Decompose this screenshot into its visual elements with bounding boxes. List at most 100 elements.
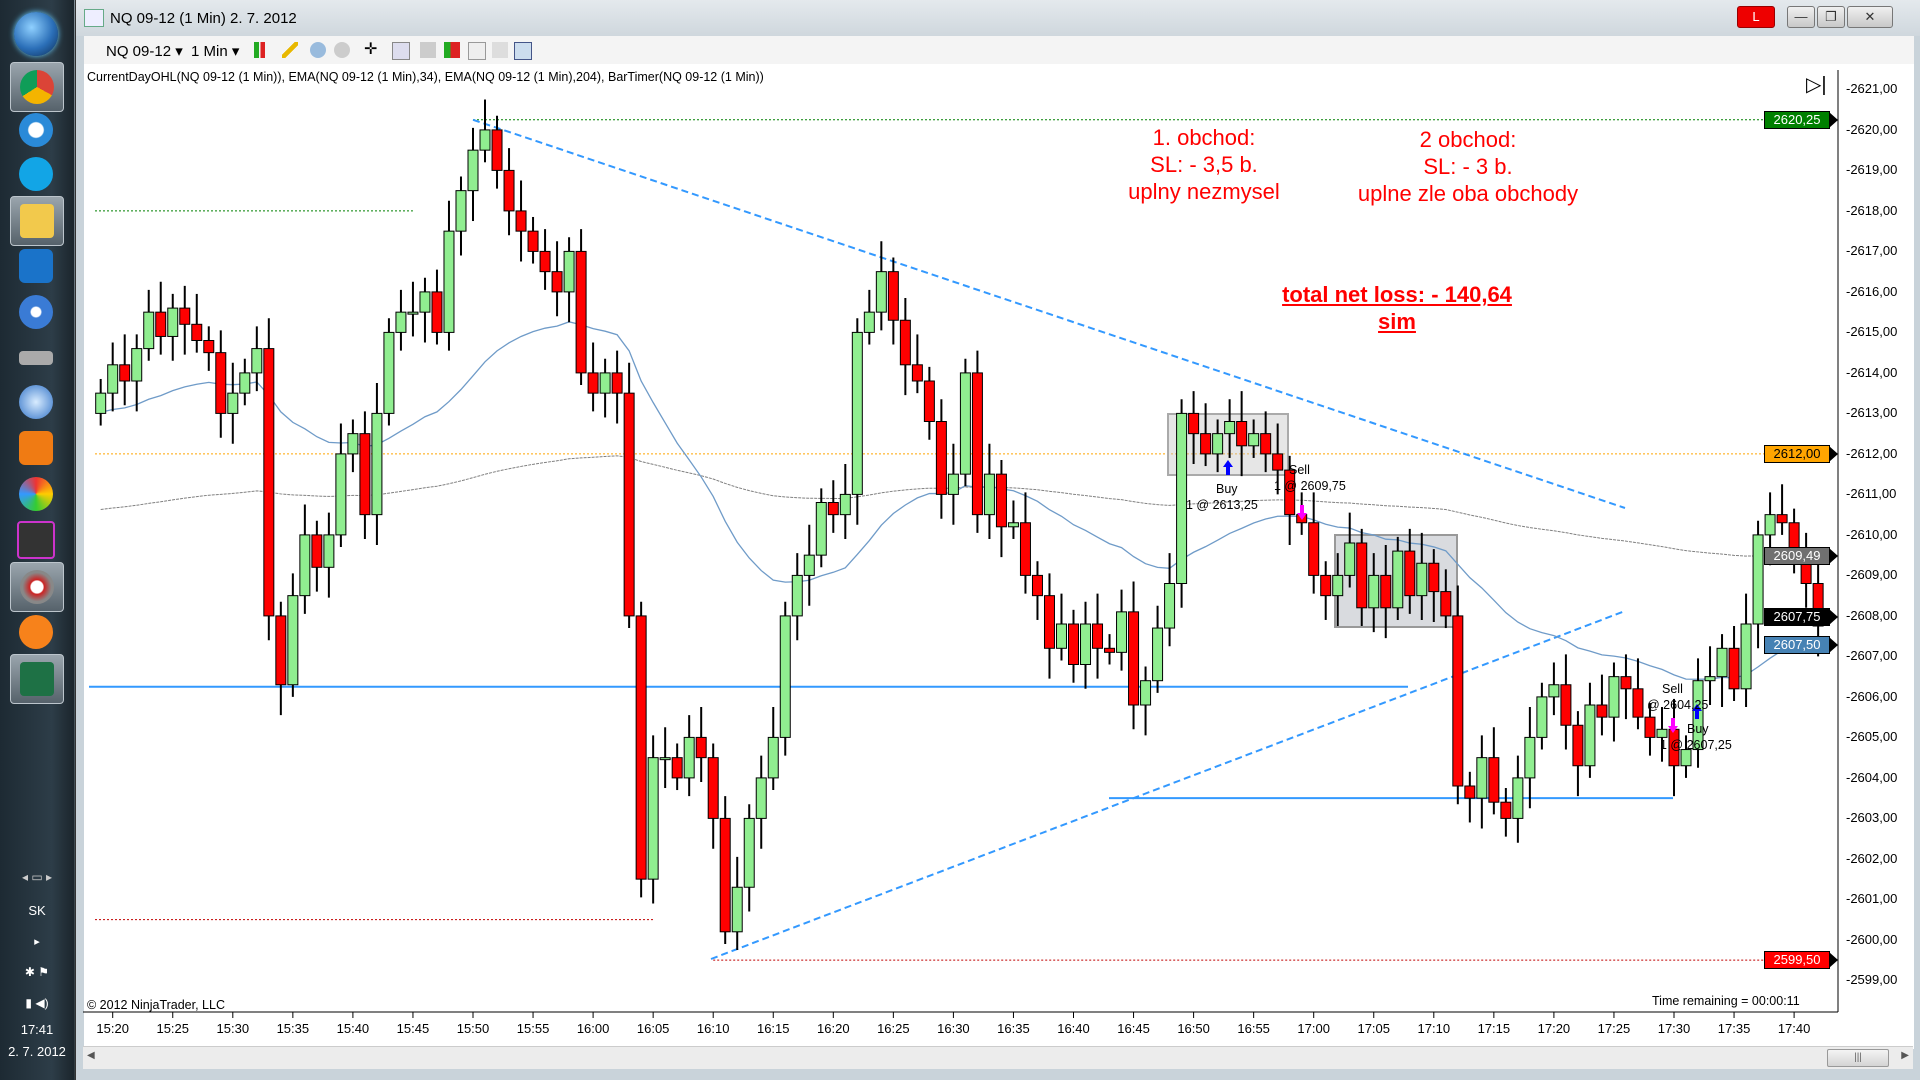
language-indicator[interactable]: SK	[28, 903, 46, 918]
thunderbird-icon[interactable]	[10, 378, 62, 426]
candle-body	[971, 372, 983, 516]
time-tick-label: 15:55	[516, 1021, 550, 1036]
candle-body	[251, 348, 263, 374]
candle-body	[239, 372, 251, 394]
file-explorer-icon[interactable]	[10, 196, 64, 246]
zoom-out-icon[interactable]	[334, 42, 350, 58]
candle-body	[1200, 433, 1212, 455]
candle-body	[1764, 514, 1776, 536]
price-tick-label: -2605,00	[1846, 729, 1898, 745]
candle-body	[1212, 433, 1224, 455]
price-tick-label: -2607,00	[1846, 648, 1898, 664]
candle-body	[791, 574, 803, 617]
candle-body	[131, 348, 143, 382]
time-tick-label: 16:35	[997, 1021, 1030, 1036]
horizontal-scrollbar[interactable]: ◀ ||| ▶	[83, 1046, 1913, 1069]
price-tick-label: -2604,00	[1846, 769, 1898, 785]
candle-body	[503, 169, 515, 212]
drawing-pencil-icon[interactable]	[282, 42, 298, 58]
candle-body	[155, 311, 167, 337]
teamviewer-icon[interactable]	[10, 242, 62, 290]
candle-body	[671, 757, 683, 779]
candle-body	[1019, 522, 1031, 576]
candle-body	[563, 250, 575, 293]
scroll-right-icon[interactable]: ▶	[1901, 1050, 1909, 1061]
media-player-icon[interactable]	[10, 424, 62, 472]
candle-body	[683, 736, 695, 779]
itunes-icon[interactable]	[10, 288, 62, 336]
tray-icons[interactable]: ✱ ⚑	[24, 965, 50, 979]
strategies-icon[interactable]	[492, 42, 508, 58]
candle-body	[1308, 522, 1320, 576]
candle-body	[299, 534, 311, 597]
scrollbar-thumb[interactable]: |||	[1827, 1049, 1889, 1067]
tray-network-volume[interactable]: ▮ ◀)	[25, 996, 49, 1010]
data-box-icon[interactable]	[420, 42, 436, 58]
drive-icon[interactable]	[10, 334, 62, 382]
price-badge-ema34: 2607,50	[1764, 636, 1838, 655]
candle-body	[1104, 647, 1116, 653]
properties-icon[interactable]	[514, 42, 532, 60]
excel-icon[interactable]	[10, 654, 64, 704]
indicators-icon[interactable]	[468, 42, 486, 60]
scroll-to-end-icon[interactable]: ▷|	[1806, 74, 1827, 96]
candle-body	[1284, 469, 1296, 516]
avast-icon[interactable]	[10, 608, 62, 656]
chart-panel[interactable]	[84, 64, 1914, 1049]
price-badge-last: 2607,75	[1764, 608, 1838, 627]
candle-body	[839, 493, 851, 516]
show-hidden-icons[interactable]: ▸	[34, 936, 40, 948]
ninjatrader-app-icon[interactable]	[10, 470, 62, 518]
candle-body	[179, 307, 191, 325]
media-app-icon[interactable]	[10, 516, 62, 564]
chrome-icon[interactable]	[10, 62, 64, 112]
ninjatrader-active-icon[interactable]	[10, 562, 64, 612]
title-bar[interactable]: NQ 09-12 (1 Min) 2. 7. 2012 L — ❐ ✕	[76, 0, 1920, 36]
candle-body	[1596, 704, 1608, 718]
scroll-left-icon[interactable]: ◀	[87, 1050, 95, 1061]
bar-properties-icon[interactable]	[444, 42, 460, 58]
copyright: © 2012 NinjaTrader, LLC	[87, 998, 225, 1012]
live-indicator-button[interactable]: L	[1737, 6, 1775, 28]
buy-arrow-icon	[1223, 460, 1233, 475]
windows-start-icon[interactable]	[14, 12, 58, 56]
skype-icon[interactable]	[10, 150, 62, 198]
candle-body	[1055, 623, 1067, 649]
internet-explorer-icon[interactable]	[10, 106, 62, 154]
instrument-selector[interactable]: NQ 09-12 ▾	[106, 43, 183, 60]
price-tick-label: -2611,00	[1846, 486, 1897, 502]
zoom-box-icon[interactable]	[392, 42, 410, 60]
time-tick-label: 16:40	[1057, 1021, 1090, 1036]
candle-body	[1031, 574, 1043, 597]
candle-body	[635, 615, 647, 880]
interval-selector[interactable]: 1 Min ▾	[191, 43, 240, 60]
zoom-in-icon[interactable]	[310, 42, 326, 58]
candle-body	[1272, 453, 1284, 471]
execution-sell-detail: 1 @ 2609,75	[1274, 479, 1346, 493]
clock-date[interactable]: 2. 7. 2012	[8, 1044, 66, 1059]
candle-body	[1260, 433, 1272, 455]
candle-body	[695, 736, 707, 759]
candle-body	[1512, 777, 1524, 819]
candle-body	[1716, 647, 1728, 678]
restore-button[interactable]: ❐	[1817, 6, 1845, 28]
crosshair-icon[interactable]: ✛	[364, 41, 378, 58]
candle-body	[1812, 583, 1824, 627]
minimize-button[interactable]: —	[1787, 6, 1815, 28]
taskbar: ◂ ▭ ▸ SK ▸ ✱ ⚑ ▮ ◀) 17:41 2. 7. 2012	[0, 0, 74, 1080]
candle-body	[1584, 704, 1596, 767]
chart-app-icon	[84, 9, 104, 27]
time-tick-label: 15:45	[396, 1021, 430, 1036]
candle-body	[1776, 514, 1788, 524]
taskbar-scroll[interactable]: ◂ ▭ ▸	[21, 870, 53, 884]
execution-buy-label: Buy	[1687, 722, 1709, 736]
clock-time[interactable]: 17:41	[20, 1022, 54, 1037]
close-button[interactable]: ✕	[1847, 6, 1893, 28]
chart-style-icon[interactable]	[254, 42, 270, 58]
price-tick-label: -2615,00	[1846, 324, 1898, 340]
candle-body	[311, 534, 323, 568]
candle-body	[359, 433, 371, 516]
candle-body	[323, 534, 335, 568]
candle-body	[371, 412, 383, 516]
